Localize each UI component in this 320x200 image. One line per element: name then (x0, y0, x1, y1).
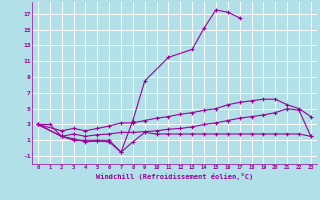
X-axis label: Windchill (Refroidissement éolien,°C): Windchill (Refroidissement éolien,°C) (96, 173, 253, 180)
